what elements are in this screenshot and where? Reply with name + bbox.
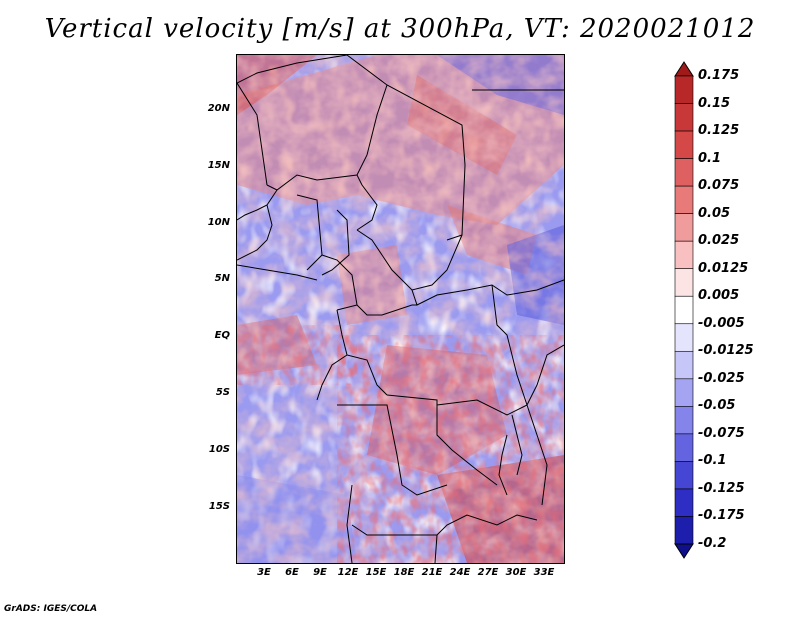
colorbar-max-arrow <box>674 61 694 77</box>
colorbar-label: 0.175 <box>698 68 740 83</box>
lon-tick-33e: 33E <box>533 567 555 578</box>
colorbar-swatch <box>674 433 694 462</box>
footer-credit: GrADS: IGES/COLA <box>4 604 98 614</box>
lon-tick-3e: 3E <box>257 567 271 578</box>
colorbar-label: 0.075 <box>698 178 740 194</box>
colorbar-swatch <box>674 240 694 270</box>
velocity-field <box>237 55 564 563</box>
colorbar-label: -0.025 <box>698 370 745 386</box>
colorbar-label: -0.005 <box>698 315 745 331</box>
colorbar-label: 0.125 <box>698 123 740 139</box>
colorbar-swatch <box>674 130 694 159</box>
lon-tick-15e: 15E <box>365 567 387 578</box>
colorbar-label: -0.175 <box>698 508 745 524</box>
colorbar-swatch <box>674 406 694 435</box>
lat-tick-5s: 5S <box>215 387 230 398</box>
lat-tick-5n: 5N <box>214 273 230 284</box>
lat-tick-10n: 10N <box>207 217 230 228</box>
colorbar-label: -0.05 <box>698 398 736 414</box>
colorbar-label: -0.125 <box>698 480 745 496</box>
colorbar-label: 0.025 <box>698 233 740 249</box>
colorbar <box>674 61 694 559</box>
colorbar-swatch <box>674 378 694 407</box>
lat-tick-15s: 15S <box>208 501 230 512</box>
lat-tick-eq: EQ <box>214 330 230 341</box>
lon-tick-18e: 18E <box>393 567 415 578</box>
lon-tick-21e: 21E <box>421 567 443 578</box>
colorbar-swatch <box>674 350 694 380</box>
lon-tick-24e: 24E <box>449 567 471 578</box>
lon-tick-27e: 27E <box>477 567 499 578</box>
chart-title: Vertical velocity [m/s] at 300hPa, VT: 2… <box>44 14 756 44</box>
colorbar-swatch <box>674 516 694 545</box>
colorbar-swatch <box>674 103 694 132</box>
colorbar-label: 0.005 <box>698 288 740 304</box>
colorbar-swatch <box>674 461 694 490</box>
lon-tick-12e: 12E <box>337 567 359 578</box>
colorbar-swatch <box>674 158 694 187</box>
colorbar-label: 0.1 <box>698 150 722 166</box>
colorbar-swatch <box>674 75 694 104</box>
colorbar-swatch <box>674 268 694 297</box>
colorbar-label: -0.075 <box>698 425 745 441</box>
lon-tick-9e: 9E <box>313 567 327 578</box>
country-borders <box>237 55 564 563</box>
colorbar-label: -0.0125 <box>698 343 754 359</box>
lat-tick-10s: 10S <box>208 444 230 455</box>
colorbar-swatch <box>674 488 694 517</box>
lon-tick-6e: 6E <box>285 567 299 578</box>
colorbar-label: 0.0125 <box>698 260 749 276</box>
lon-tick-30e: 30E <box>505 567 527 578</box>
colorbar-swatch <box>674 323 694 352</box>
colorbar-label: 0.15 <box>698 95 731 111</box>
colorbar-label: 0.05 <box>698 205 731 221</box>
lat-tick-15n: 15N <box>207 160 230 171</box>
colorbar-swatch <box>674 185 694 214</box>
colorbar-label: -0.1 <box>698 453 727 469</box>
colorbar-swatch <box>674 295 694 325</box>
colorbar-swatch <box>674 213 694 242</box>
colorbar-min-arrow <box>674 543 694 559</box>
colorbar-label: -0.2 <box>698 536 727 551</box>
lat-tick-20n: 20N <box>207 103 230 114</box>
map-panel <box>236 54 565 564</box>
